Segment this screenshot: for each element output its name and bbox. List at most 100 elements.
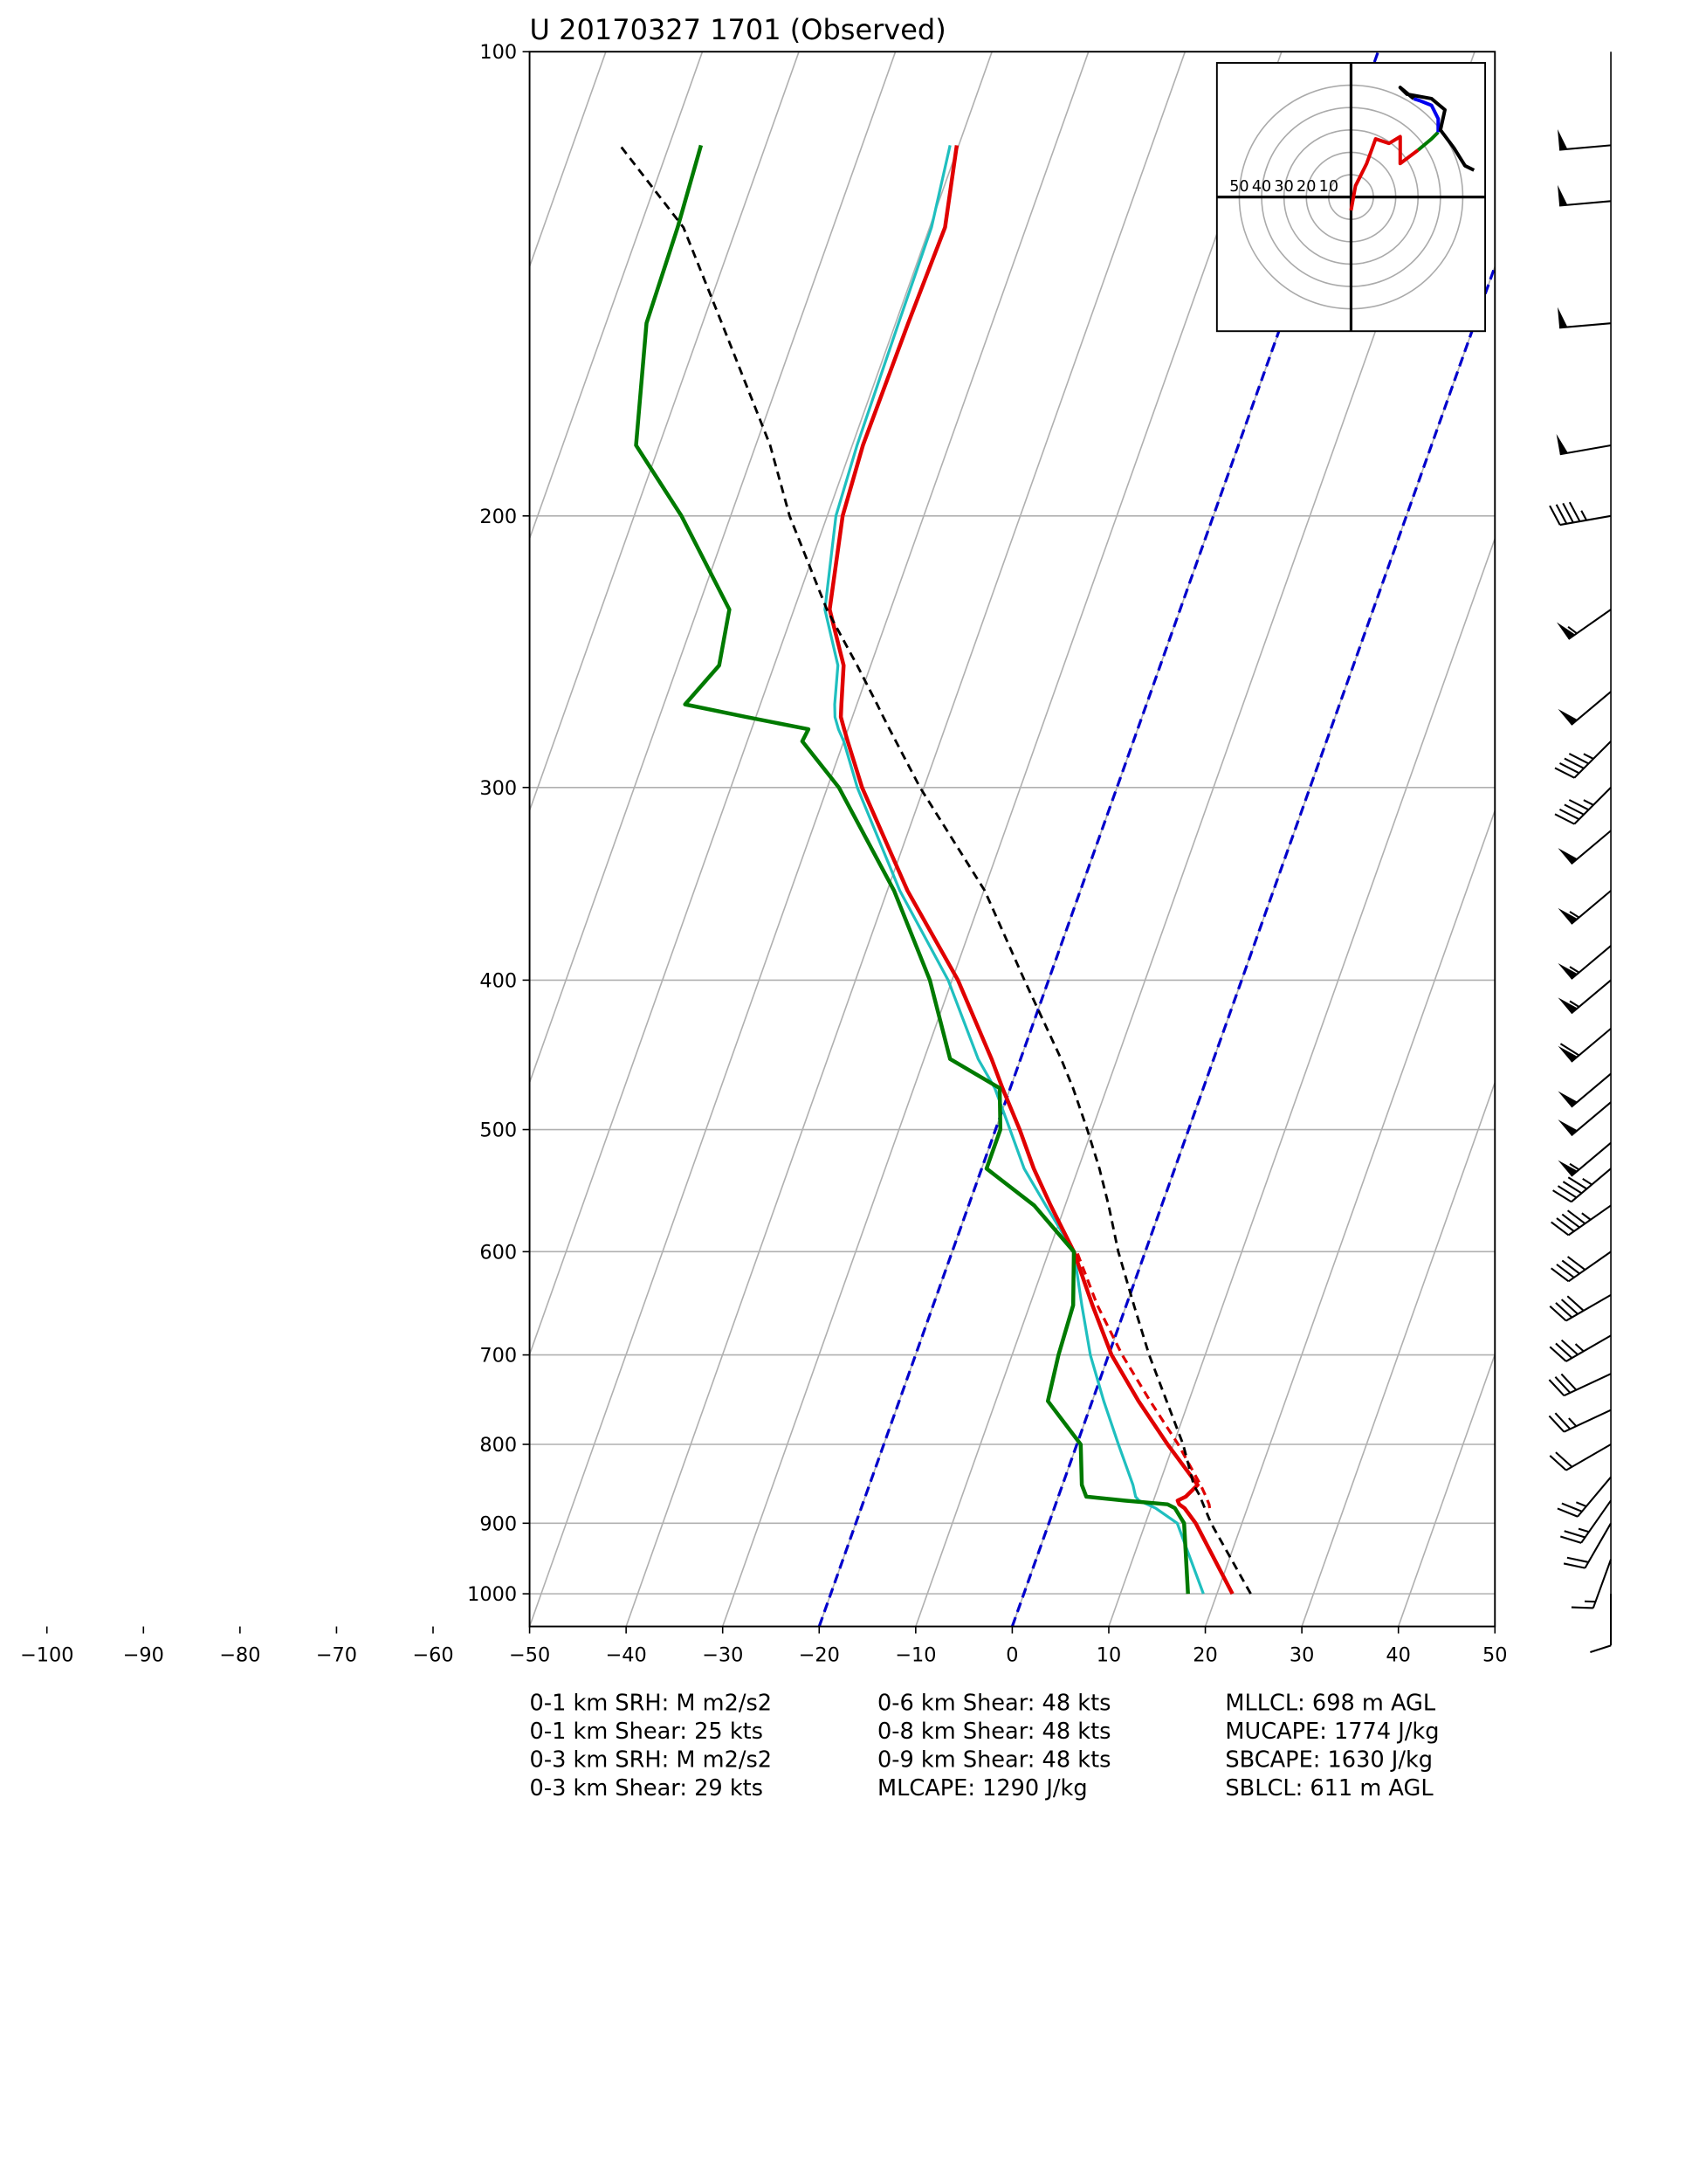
profile-line bbox=[618, 144, 1252, 1595]
barb-flag bbox=[1558, 1160, 1578, 1176]
hodo-ring-label: 30 bbox=[1274, 178, 1293, 196]
wind-barb bbox=[1551, 1250, 1612, 1283]
stat-text: MLLCL: 698 m AGL bbox=[1225, 1691, 1435, 1717]
wind-barb bbox=[1563, 1522, 1612, 1569]
barb-half bbox=[1583, 753, 1594, 760]
barb-full bbox=[1554, 813, 1575, 825]
y-tick-label: 900 bbox=[479, 1512, 517, 1535]
barb-staff bbox=[1580, 1499, 1612, 1544]
barb-full bbox=[1558, 762, 1580, 775]
barb-staff bbox=[1565, 1334, 1612, 1362]
x-tick-label: −90 bbox=[123, 1644, 164, 1667]
barb-full bbox=[1566, 1209, 1586, 1224]
wind-barb bbox=[1558, 128, 1612, 151]
isotherm bbox=[1397, 1352, 1496, 1627]
isotherm bbox=[1494, 1624, 1496, 1627]
barb-half bbox=[1568, 1417, 1578, 1427]
barb-staff bbox=[1571, 890, 1612, 925]
stat-text: 0-9 km Shear: 48 kts bbox=[877, 1747, 1111, 1774]
x-tick-label: 10 bbox=[1097, 1644, 1122, 1667]
barb-half bbox=[1569, 911, 1580, 919]
barb-full bbox=[1561, 1213, 1580, 1229]
barb-full bbox=[1559, 1043, 1580, 1057]
barb-full bbox=[1568, 799, 1590, 811]
barb-full bbox=[1548, 1379, 1565, 1396]
barb-flag bbox=[1558, 1091, 1578, 1107]
barb-staff bbox=[1571, 1168, 1612, 1203]
barb-full bbox=[1566, 1556, 1589, 1563]
barb-full bbox=[1558, 808, 1580, 821]
barb-half bbox=[1581, 1212, 1592, 1221]
isotherm bbox=[529, 52, 993, 1357]
barb-staff bbox=[1565, 1293, 1612, 1322]
barb-staff bbox=[1567, 609, 1612, 640]
barb-full bbox=[1571, 1606, 1593, 1609]
x-tick-label: 40 bbox=[1386, 1644, 1411, 1667]
y-tick-label: 200 bbox=[479, 506, 517, 528]
barb-staff bbox=[1563, 1373, 1612, 1397]
hodo-ring-label: 10 bbox=[1319, 178, 1338, 196]
barb-flag bbox=[1558, 708, 1578, 726]
barb-flag bbox=[1558, 848, 1578, 865]
y-tick-label: 300 bbox=[479, 777, 517, 800]
chart-title: U 20170327 1701 (Observed) bbox=[530, 13, 946, 46]
barb-staff bbox=[1558, 200, 1612, 207]
x-tick-label: 0 bbox=[1006, 1644, 1018, 1667]
barb-full bbox=[1564, 803, 1585, 816]
stat-text: 0-3 km SRH: M m2/s2 bbox=[530, 1747, 773, 1774]
barb-full bbox=[1562, 502, 1574, 523]
stat-text: MLCAPE: 1290 J/kg bbox=[877, 1775, 1088, 1802]
barb-full bbox=[1561, 1259, 1580, 1275]
x-tick-label: −70 bbox=[316, 1644, 357, 1667]
isotherm bbox=[529, 52, 1090, 1627]
wind-barb bbox=[1554, 787, 1612, 825]
barb-half bbox=[1569, 966, 1580, 974]
barb-full bbox=[1555, 1342, 1573, 1359]
y-tick-label: 800 bbox=[479, 1434, 517, 1457]
y-tick-label: 600 bbox=[479, 1241, 517, 1264]
barb-staff bbox=[1565, 1443, 1612, 1471]
wind-barb bbox=[1549, 1293, 1612, 1322]
x-tick-label: −10 bbox=[895, 1644, 936, 1667]
wind-barb bbox=[1549, 1443, 1612, 1471]
stat-text: 0-6 km Shear: 48 kts bbox=[877, 1691, 1111, 1717]
wind-barb bbox=[1558, 307, 1612, 329]
wind-barb bbox=[1551, 1204, 1612, 1237]
wind-barb bbox=[1556, 433, 1612, 456]
wind-barb bbox=[1549, 1334, 1612, 1362]
barb-full bbox=[1559, 1535, 1582, 1544]
profile-line bbox=[828, 145, 1235, 1595]
barb-staff bbox=[1571, 1141, 1612, 1177]
isotherm bbox=[625, 52, 1187, 1627]
wind-barb bbox=[1558, 1072, 1612, 1108]
hodo-trace bbox=[1416, 130, 1440, 152]
barb-flag bbox=[1558, 962, 1578, 980]
stat-text: 0-8 km Shear: 48 kts bbox=[877, 1719, 1111, 1745]
wind-barb bbox=[1558, 945, 1612, 980]
barb-flag bbox=[1558, 1045, 1578, 1062]
barb-full bbox=[1554, 1412, 1572, 1430]
barb-half bbox=[1583, 799, 1594, 806]
hodo-trace bbox=[1413, 97, 1441, 133]
barb-full bbox=[1568, 501, 1581, 522]
barb-full bbox=[1549, 1306, 1567, 1322]
wind-barb bbox=[1558, 890, 1612, 925]
barb-flag bbox=[1558, 184, 1568, 206]
barb-staff bbox=[1592, 1559, 1613, 1609]
barb-staff bbox=[1558, 144, 1612, 151]
barb-staff bbox=[1571, 1072, 1612, 1108]
hodo-ring-label: 20 bbox=[1297, 178, 1316, 196]
x-tick-label: −40 bbox=[606, 1644, 647, 1667]
wind-barb bbox=[1558, 691, 1612, 726]
barb-staff bbox=[1571, 691, 1612, 726]
profile-line bbox=[634, 144, 1190, 1595]
stat-text: SBLCL: 611 m AGL bbox=[1225, 1775, 1434, 1802]
barb-full bbox=[1556, 1217, 1575, 1232]
barb-full bbox=[1566, 1295, 1585, 1312]
barb-half bbox=[1580, 510, 1588, 521]
barb-full bbox=[1556, 1264, 1575, 1278]
wind-barb bbox=[1590, 1594, 1613, 1654]
barb-flag bbox=[1556, 433, 1568, 455]
